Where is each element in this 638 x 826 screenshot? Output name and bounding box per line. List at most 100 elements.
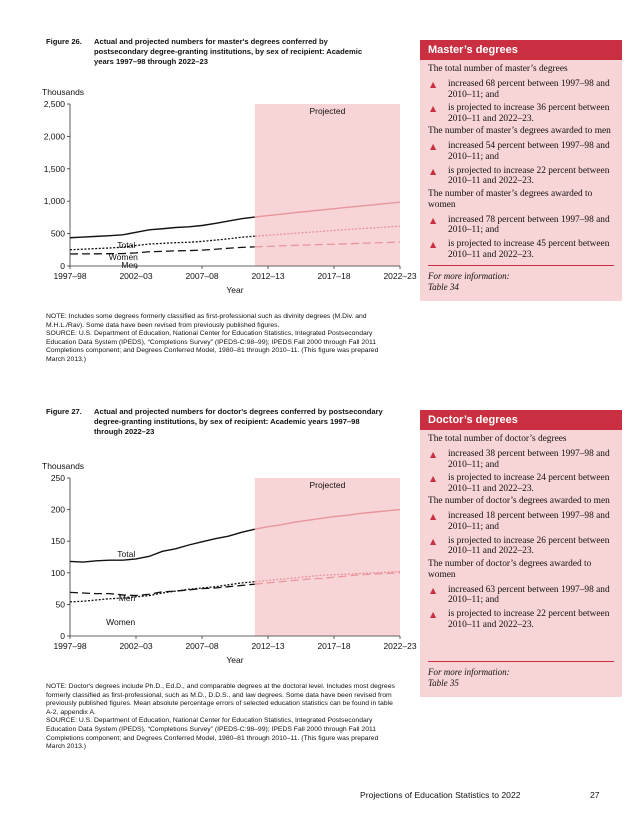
list-item-text: is projected to increase 22 percent betw… [448,608,610,630]
masters-lead-women: The number of master’s degrees awarded t… [428,188,593,210]
figure-27-source-text: SOURCE: U.S. Department of Education, Na… [46,717,379,751]
series-label-men: Men [121,260,138,270]
y-tick-label: 0 [60,631,65,641]
triangle-bullet-icon: ▲ [430,585,437,595]
list-item: ▲ is projected to increase 22 percent bet… [428,609,614,630]
figure-26-caption: Actual and projected numbers for master'… [94,37,363,66]
x-tick-label: 2012–13 [251,271,284,281]
x-tick-label: 2002–03 [119,641,152,651]
figure-26-note: NOTE: Includes some degrees formerly cla… [46,313,396,365]
y-tick-label: 0 [60,261,65,271]
divider [428,661,614,663]
masters-men-list: ▲ increased 54 percent between 1997–98 an… [428,141,614,186]
doctors-degrees-chart: Projected Thousands 0 50 100 150 200 250 1997–98… [42,461,417,665]
y-axis-label: Thousands [42,461,84,471]
series-line-women-actual [69,581,255,603]
x-tick-label: 2002–03 [119,271,152,281]
list-item: ▲ is projected to increase 36 percent bet… [428,103,614,124]
series-label-total: Total [117,240,135,250]
doctors-summary-box: Doctor’s degrees The total number of doc… [420,410,622,698]
figure-26-source-text: SOURCE: U.S. Department of Education, Na… [46,330,379,363]
series-line-men-actual [69,583,255,597]
masters-total-list: ▲ increased 68 percent between 1997–98 an… [428,79,614,124]
y-tick-label: 500 [51,229,65,239]
doctors-table-link[interactable]: Table 35 [428,678,459,689]
triangle-bullet-icon: ▲ [430,609,437,619]
series-label-men: Men [119,593,136,603]
list-item: ▲ is projected to increase 26 percent bet… [428,536,614,557]
triangle-bullet-icon: ▲ [430,536,437,546]
doctors-box-heading: Doctor’s degrees [420,410,622,430]
list-item: ▲ increased 78 percent between 1997–98 an… [428,215,614,236]
masters-degrees-chart: Projected Thousands 0 500 1,000 1,500 2,000 2,5… [42,87,417,295]
list-item: ▲ increased 63 percent between 1997–98 an… [428,585,614,606]
series-label-total: Total [117,549,135,559]
y-tick-label: 1,500 [44,164,66,174]
list-item: ▲ is projected to increase 24 percent bet… [428,473,614,494]
list-item: ▲ increased 68 percent between 1997–98 an… [428,79,614,100]
figure-26-number: Figure 26. [46,37,82,46]
projected-label: Projected [309,480,345,490]
masters-lead-total: The total number of master’s degrees [428,64,568,74]
x-tick-label: 2017–18 [317,641,350,651]
x-tick-label: 1997–98 [53,271,86,281]
list-item-text: increased 18 percent between 1997–98 and… [448,511,610,532]
triangle-bullet-icon: ▲ [430,166,437,176]
doctors-men-list: ▲ increased 18 percent between 1997–98 an… [428,511,614,556]
y-tick-label: 100 [51,568,65,578]
doctors-women-list: ▲ increased 63 percent between 1997–98 an… [428,585,614,630]
y-tick-label: 2,500 [44,99,66,109]
x-axis-label: Year [226,285,243,295]
projected-region [254,478,400,636]
figure-27-note-text: NOTE: Doctor's degrees include Ph.D., Ed… [46,683,395,716]
x-tick-label: 1997–98 [53,641,86,651]
figure-27-number: Figure 27. [46,407,82,416]
masters-table-link[interactable]: Table 34 [428,282,459,293]
y-tick-label: 200 [51,505,65,515]
list-item: ▲ increased 18 percent between 1997–98 an… [428,511,614,532]
page-number: 27 [590,790,600,800]
doctors-more-info: For more information: [428,667,510,678]
masters-lead-men: The number of master’s degrees awarded t… [428,126,611,137]
list-item-text: increased 63 percent between 1997–98 and… [448,584,610,606]
x-axis-label: Year [226,655,243,665]
x-tick-label: 2022–23 [383,271,416,281]
x-tick-label: 2012–13 [251,641,284,651]
x-tick-label: 2022–23 [383,641,416,651]
series-line-total-actual [69,216,255,239]
spacer [428,634,614,656]
masters-summary-box: Master’s degrees The total number of mas… [420,40,622,302]
list-item-text: is projected to increase 26 percent betw… [448,535,610,557]
y-tick-label: 150 [51,536,65,546]
masters-women-list: ▲ increased 78 percent between 1997–98 an… [428,215,614,260]
triangle-bullet-icon: ▲ [430,239,437,249]
list-item: ▲ increased 54 percent between 1997–98 an… [428,141,614,162]
publication-title: Projections of Education Statistics to 2… [360,790,521,800]
doctors-total-list: ▲ increased 38 percent between 1997–98 an… [428,449,614,494]
masters-box-heading: Master’s degrees [420,40,622,60]
doctors-lead-men: The number of doctor’s degrees awarded t… [428,496,610,507]
series-line-men-projected [254,572,401,585]
y-tick-label: 50 [56,599,66,609]
divider [428,265,614,267]
triangle-bullet-icon: ▲ [430,80,437,89]
list-item-text: increased 38 percent between 1997–98 and… [448,449,610,470]
masters-more-info: For more information: [428,271,510,282]
triangle-bullet-icon: ▲ [430,215,437,225]
list-item: ▲ increased 38 percent between 1997–98 an… [428,449,614,470]
list-item-text: increased 68 percent between 1997–98 and… [448,79,610,100]
list-item-text: is projected to increase 22 percent betw… [448,165,610,187]
x-tick-label: 2017–18 [317,271,350,281]
list-item-text: increased 54 percent between 1997–98 and… [448,141,610,162]
triangle-bullet-icon: ▲ [430,512,437,522]
figure-26-note-text: NOTE: Includes some degrees formerly cla… [46,313,367,329]
y-tick-label: 2,000 [44,131,66,141]
x-tick-label: 2007–08 [185,641,218,651]
figure-27-caption: Actual and projected numbers for doctor'… [94,407,383,436]
series-line-men-actual [69,246,255,255]
triangle-bullet-icon: ▲ [430,450,437,459]
series-label-women: Women [109,252,138,262]
series-line-total-projected [254,508,401,530]
x-tick-label: 2007–08 [185,271,218,281]
doctors-lead-total: The total number of doctor’s degrees [428,434,567,444]
